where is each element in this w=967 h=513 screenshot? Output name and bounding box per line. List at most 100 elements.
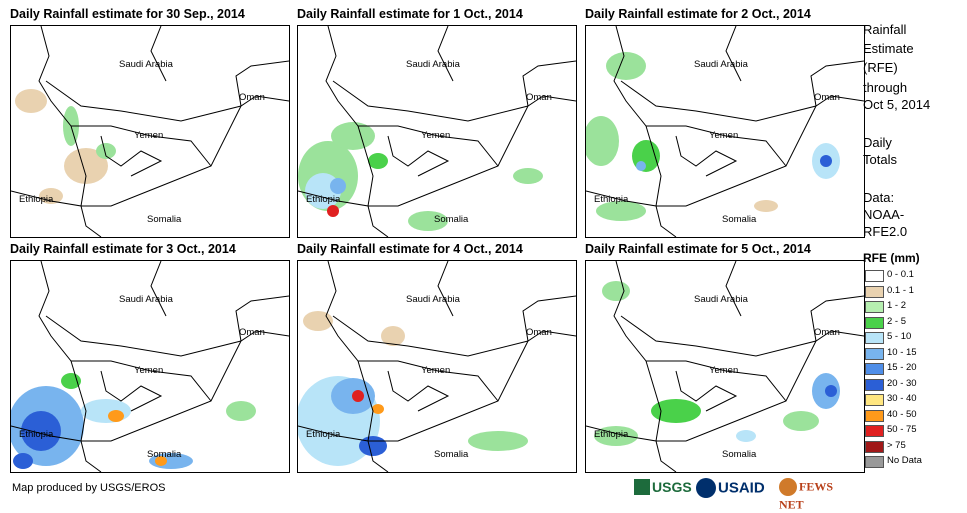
country-label-somalia: Somalia xyxy=(722,214,757,225)
country-label-oman: Oman xyxy=(526,327,552,338)
border-line xyxy=(235,60,289,107)
rain-patch xyxy=(61,373,81,389)
border-line xyxy=(725,261,742,317)
border-line xyxy=(332,315,544,357)
rain-patch xyxy=(108,410,124,422)
legend-label: 2 - 5 xyxy=(887,315,907,327)
rain-patch xyxy=(331,122,375,150)
border-line xyxy=(358,125,499,167)
legend-swatch xyxy=(865,363,884,375)
legend-title: RFE (mm) xyxy=(863,251,920,265)
border-line xyxy=(298,425,389,472)
border-line xyxy=(646,360,787,402)
legend-label: 0 - 0.1 xyxy=(887,269,914,280)
border-line xyxy=(255,330,289,337)
fews-net-logo: FEWS NET xyxy=(779,478,834,512)
country-label-oman: Oman xyxy=(814,92,840,103)
border-line xyxy=(100,135,163,177)
rain-patch xyxy=(368,153,388,169)
sidebar-title-3: (RFE) xyxy=(863,60,898,75)
border-line xyxy=(725,26,742,82)
rain-patch xyxy=(602,281,630,301)
country-label-yemen: Yemen xyxy=(421,365,451,376)
country-label-ethiopia: Ethiopia xyxy=(306,429,341,440)
country-label-saudi: Saudi Arabia xyxy=(119,294,173,305)
country-label-ethiopia: Ethiopia xyxy=(594,429,629,440)
rainfall-map: Saudi Arabia Oman Yemen Ethiopia Somalia xyxy=(10,260,290,473)
border-line xyxy=(100,370,163,412)
country-label-somalia: Somalia xyxy=(434,214,469,225)
border-line xyxy=(38,261,87,442)
map-svg xyxy=(586,261,864,472)
border-line xyxy=(11,190,102,237)
rain-patch xyxy=(606,52,646,80)
border-line xyxy=(542,95,576,102)
border-line xyxy=(437,261,454,317)
country-label-saudi: Saudi Arabia xyxy=(119,59,173,70)
border-line xyxy=(11,425,102,472)
country-label-saudi: Saudi Arabia xyxy=(406,59,460,70)
country-label-somalia: Somalia xyxy=(147,449,182,460)
border-line xyxy=(332,80,544,122)
sidebar-date: Oct 5, 2014 xyxy=(863,97,931,112)
border-line xyxy=(586,425,677,472)
country-label-somalia: Somalia xyxy=(434,449,469,460)
rain-patch xyxy=(81,399,131,423)
legend-label: No Data xyxy=(887,455,922,466)
rain-patch xyxy=(327,205,339,217)
rainfall-map: Saudi Arabia Oman Yemen Ethiopia Somalia xyxy=(297,260,577,473)
rainfall-map: Saudi Arabia Oman Yemen Ethiopia Somalia xyxy=(585,25,865,238)
border-line xyxy=(81,105,242,207)
border-line xyxy=(542,330,576,337)
legend-swatch xyxy=(865,440,884,453)
rain-patch xyxy=(820,155,832,167)
country-label-somalia: Somalia xyxy=(722,449,757,460)
border-line xyxy=(38,26,87,207)
panel-title: Daily Rainfall estimate for 2 Oct., 2014 xyxy=(585,7,811,21)
country-label-yemen: Yemen xyxy=(709,365,739,376)
usgs-logo: USGS xyxy=(634,478,692,504)
border-line xyxy=(325,26,374,207)
legend-label: 40 - 50 xyxy=(887,408,917,420)
legend-swatch xyxy=(865,378,884,391)
border-line xyxy=(387,370,450,412)
sidebar-title-1: Rainfall xyxy=(863,22,907,37)
border-line xyxy=(613,261,662,442)
border-line xyxy=(522,295,576,342)
country-label-oman: Oman xyxy=(239,92,265,103)
legend-swatch xyxy=(865,270,884,282)
border-line xyxy=(830,330,864,337)
rain-patch xyxy=(636,161,646,171)
border-line xyxy=(613,26,662,207)
country-label-ethiopia: Ethiopia xyxy=(19,194,54,205)
rain-patch xyxy=(352,390,364,402)
country-label-yemen: Yemen xyxy=(421,130,451,141)
map-svg xyxy=(298,261,576,472)
border-line xyxy=(150,261,167,317)
border-line xyxy=(810,295,864,342)
sidebar-title-2: Estimate xyxy=(863,41,914,56)
border-line xyxy=(368,105,529,207)
map-svg xyxy=(298,26,576,237)
border-line xyxy=(368,340,529,442)
country-label-yemen: Yemen xyxy=(709,130,739,141)
sidebar-data: Data: xyxy=(863,190,895,205)
rainfall-map: Saudi Arabia Oman Yemen Ethiopia Somalia xyxy=(297,25,577,238)
rain-patch xyxy=(651,399,701,423)
border-line xyxy=(620,80,832,122)
country-label-saudi: Saudi Arabia xyxy=(694,59,748,70)
rain-patch xyxy=(359,436,387,456)
legend-label: 15 - 20 xyxy=(887,362,917,373)
border-line xyxy=(298,190,389,237)
border-line xyxy=(255,95,289,102)
logos: USGS USAID FEWS NET xyxy=(634,478,859,512)
border-line xyxy=(150,26,167,82)
legend-label: 1 - 2 xyxy=(887,300,907,311)
border-line xyxy=(358,360,499,402)
country-label-somalia: Somalia xyxy=(147,214,182,225)
border-line xyxy=(45,80,257,122)
border-line xyxy=(675,135,738,177)
rain-patch xyxy=(21,411,61,451)
rain-patch xyxy=(783,411,819,431)
rain-patch xyxy=(513,168,543,184)
